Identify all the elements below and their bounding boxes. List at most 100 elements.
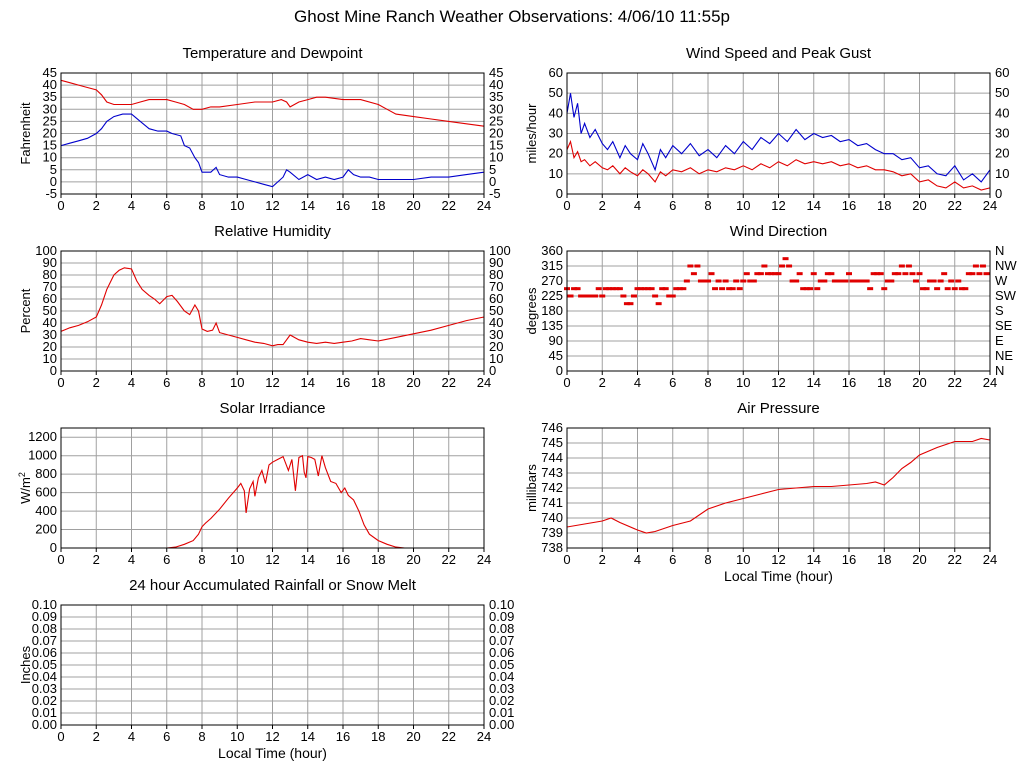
y-tick-label: 30 [43, 101, 57, 116]
x-tick-label: 24 [983, 552, 997, 567]
y-tick-label: 0 [50, 363, 57, 378]
y-tick-label-right: 0 [995, 186, 1002, 201]
x-tick-label: 14 [301, 198, 315, 213]
y-tick-label-right: 0.01 [489, 705, 514, 720]
wind-direction-point [673, 287, 680, 291]
series-line-solar-0 [61, 454, 484, 549]
x-tick-label: 22 [948, 375, 962, 390]
y-tick-label: 35 [43, 89, 57, 104]
page-title: Ghost Mine Ranch Weather Observations: 4… [294, 7, 730, 26]
x-tick-label: 12 [265, 552, 279, 567]
wind-direction-point [793, 279, 800, 283]
x-tick-label: 6 [669, 375, 676, 390]
y-tick-label: 1000 [28, 448, 57, 463]
x-tick-label: 0 [563, 198, 570, 213]
wind-direction-point [860, 279, 867, 283]
y-tick-label: 0.02 [32, 693, 57, 708]
wind-direction-point [754, 272, 761, 276]
x-tick-label: 22 [442, 552, 456, 567]
x-tick-label: 4 [128, 198, 135, 213]
x-tick-label: 18 [371, 198, 385, 213]
wind-direction-point [645, 287, 652, 291]
y-axis-label: Percent [18, 288, 33, 333]
wind-direction-point [616, 287, 623, 291]
x-tick-label: 22 [948, 198, 962, 213]
wind-direction-point [800, 287, 807, 291]
x-tick-label: 8 [704, 375, 711, 390]
x-tick-label: 16 [842, 375, 856, 390]
y-axis-label: Fahrenheit [18, 102, 33, 165]
x-tick-label: 14 [807, 375, 821, 390]
wind-direction-point [958, 287, 965, 291]
wind-direction-point [750, 279, 757, 283]
x-axis-label: Local Time (hour) [218, 745, 327, 761]
x-tick-label: 14 [807, 552, 821, 567]
wind-direction-point [944, 287, 951, 291]
wind-direction-point [592, 294, 599, 298]
wind-direction-point [694, 264, 701, 268]
y-tick-label: 70 [43, 279, 57, 294]
wind-direction-point [807, 287, 814, 291]
chart-title: 24 hour Accumulated Rainfall or Snow Mel… [129, 577, 417, 594]
wind-direction-point [659, 287, 666, 291]
wind-direction-point [888, 279, 895, 283]
y-tick-label-right: 35 [489, 89, 503, 104]
wind-direction-point [581, 294, 588, 298]
x-tick-label: 20 [912, 198, 926, 213]
wind-direction-point [638, 287, 645, 291]
wind-direction-point [867, 287, 874, 291]
x-tick-label: 20 [406, 552, 420, 567]
y-tick-label: 50 [43, 303, 57, 318]
wind-direction-point [599, 294, 606, 298]
x-tick-label: 22 [948, 552, 962, 567]
wind-direction-point [870, 272, 877, 276]
wind-direction-point [697, 279, 704, 283]
y-tick-label: 30 [549, 126, 563, 141]
y-tick-label: 0.09 [32, 609, 57, 624]
y-tick-label-right: 20 [995, 146, 1009, 161]
wind-direction-point [983, 272, 990, 276]
x-tick-label: 0 [57, 729, 64, 744]
x-tick-label: 12 [265, 198, 279, 213]
y-tick-label-right: 0.07 [489, 633, 514, 648]
x-tick-label: 12 [265, 375, 279, 390]
wind-direction-point [937, 279, 944, 283]
wind-direction-point [856, 279, 863, 283]
x-axis-label: Local Time (hour) [724, 568, 833, 584]
y-tick-label-right: 0.10 [489, 597, 514, 612]
x-tick-label: 24 [983, 375, 997, 390]
x-tick-label: 16 [336, 729, 350, 744]
y-tick-label-right: 45 [489, 65, 503, 80]
y-tick-label: 740 [541, 510, 563, 525]
wind-direction-point [740, 279, 747, 283]
wind-direction-point [782, 257, 789, 261]
y-tick-label-right: 20 [489, 339, 503, 354]
y-tick-label: 60 [549, 65, 563, 80]
chart-title: Relative Humidity [214, 223, 331, 240]
y-tick-label: 10 [43, 150, 57, 165]
y-tick-label: 10 [43, 351, 57, 366]
x-tick-label: 16 [336, 198, 350, 213]
y-tick-label: 742 [541, 480, 563, 495]
x-tick-label: 8 [704, 198, 711, 213]
y-tick-label-right: SE [995, 318, 1013, 333]
wind-direction-point [602, 287, 609, 291]
y-tick-label: 738 [541, 540, 563, 555]
y-tick-label-right: 0.03 [489, 681, 514, 696]
y-tick-label: 0.08 [32, 621, 57, 636]
wind-direction-point [786, 264, 793, 268]
wind-direction-point [969, 272, 976, 276]
x-tick-label: 2 [93, 729, 100, 744]
wind-direction-point [722, 279, 729, 283]
x-tick-label: 0 [57, 375, 64, 390]
wind-direction-point [895, 272, 902, 276]
wind-direction-point [743, 272, 750, 276]
y-tick-label-right: 100 [489, 243, 511, 258]
wind-direction-point [828, 272, 835, 276]
x-tick-label: 24 [477, 198, 491, 213]
chart-title: Temperature and Dewpoint [182, 45, 363, 62]
y-axis-label: Inches [18, 645, 33, 684]
wind-direction-point [567, 294, 574, 298]
